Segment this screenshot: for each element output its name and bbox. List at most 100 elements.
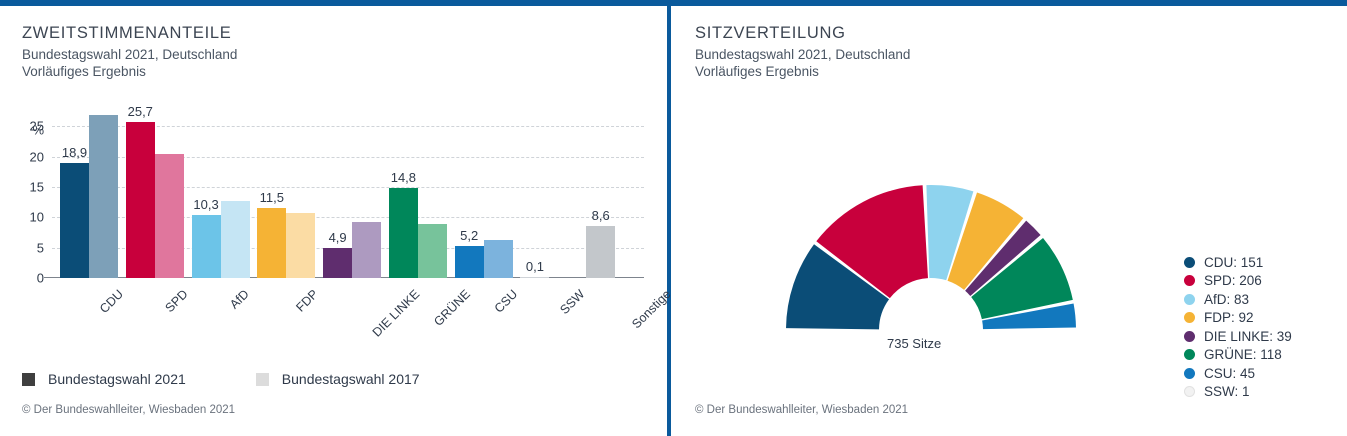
top-accent-bar: [0, 0, 1347, 6]
bar-2021[interactable]: [60, 163, 89, 278]
bar-2021[interactable]: [586, 225, 616, 278]
seat-segment[interactable]: [786, 244, 890, 330]
bar-2021[interactable]: [520, 277, 550, 278]
seat-legend-label: DIE LINKE: 39: [1204, 328, 1292, 344]
seat-legend-dot: [1184, 312, 1195, 324]
panel-zweitstimmenanteile: ZWEITSTIMMENANTEILE Bundestagswahl 2021,…: [0, 6, 674, 436]
y-axis-tick-label: 10: [29, 209, 44, 225]
seat-segment[interactable]: [965, 220, 1041, 296]
x-axis-category-label: DIE LINKE: [369, 287, 423, 340]
legend-label-2017: Bundestagswahl 2017: [281, 371, 420, 387]
seat-segment[interactable]: [926, 185, 974, 281]
x-axis-category-label: FDP: [293, 287, 322, 315]
bar-group[interactable]: 4,9 DIE LINKE: [323, 111, 422, 340]
bar-group[interactable]: 25,7 SPD: [125, 104, 190, 315]
bar-group[interactable]: 8,6 Sonstige: [586, 111, 674, 331]
x-axis-category-label: CSU: [491, 287, 520, 316]
seat-segment[interactable]: [947, 192, 1024, 290]
bar-group[interactable]: 10,3 AfD: [191, 111, 251, 312]
x-axis-category-label: GRÜNE: [431, 287, 473, 329]
legend-item-2017[interactable]: Bundestagswahl 2017: [255, 371, 420, 387]
x-axis-category-label: SSW: [557, 287, 588, 318]
panel-sitzverteilung: SITZVERTEILUNG Bundestagswahl 2021, Deut…: [671, 6, 1347, 436]
bar-value-label: 0,1: [525, 259, 544, 275]
right-subtitle-line-2: Vorläufiges Ergebnis: [695, 64, 819, 79]
bar-2017[interactable]: [483, 240, 513, 278]
seat-legend-dot: [1184, 367, 1195, 379]
bar-group[interactable]: 14,8 GRÜNE: [388, 111, 473, 329]
y-axis-tick-label: 0: [36, 270, 44, 286]
bar-2021[interactable]: [323, 248, 353, 278]
y-axis-tick-label: 20: [29, 149, 44, 165]
bar-value-label: 25,7: [127, 103, 153, 119]
bar-2017[interactable]: [154, 153, 184, 278]
seat-legend-row[interactable]: CDU: 151: [1184, 253, 1292, 272]
bar-2021[interactable]: [454, 246, 484, 278]
seat-legend-dot: [1184, 330, 1195, 342]
bar-2017[interactable]: [352, 222, 382, 278]
gridline: [52, 186, 644, 188]
bar-group[interactable]: 11,5 FDP: [257, 111, 321, 315]
left-panel-footer: © Der Bundeswahlleiter, Wiesbaden 2021: [22, 404, 236, 416]
right-header: SITZVERTEILUNG Bundestagswahl 2021, Deut…: [695, 24, 910, 80]
left-subtitle-line-1: Bundestagswahl 2021, Deutschland: [22, 47, 238, 62]
seat-legend-label: SSW: 1: [1204, 384, 1250, 400]
seat-legend-label: AfD: 83: [1204, 291, 1250, 307]
vote-share-bar-chart: 0 5 10 15 20 25% 18,9 CDU 25,7 SPD 10,3 AfD 11,5 FDP 4…: [0, 101, 674, 340]
total-seats-caption: 735 Sitze: [887, 336, 942, 351]
seat-legend-row[interactable]: SSW: 1: [1184, 383, 1292, 402]
seat-distribution-chart: [681, 92, 1181, 352]
seat-semicircle-svg: [786, 185, 1076, 330]
y-axis-tick-label: 15: [29, 179, 44, 195]
seat-legend-label: SPD: 206: [1204, 273, 1262, 289]
gridline: [52, 217, 644, 219]
seat-segment[interactable]: [971, 237, 1073, 320]
gridline: [52, 156, 644, 158]
seat-legend-row[interactable]: DIE LINKE: 39: [1184, 327, 1292, 346]
seat-segment[interactable]: [816, 185, 928, 299]
seat-legend-dot: [1184, 293, 1195, 305]
right-panel-subtitle: Bundestagswahl 2021, Deutschland Vorläuf…: [695, 46, 910, 80]
seat-legend-row[interactable]: AfD: 83: [1184, 290, 1292, 309]
seat-legend-label: CSU: 45: [1204, 365, 1256, 381]
gridline: [52, 247, 644, 249]
bar-value-label: 11,5: [259, 190, 284, 206]
right-panel-footer: © Der Bundeswahlleiter, Wiesbaden 2021: [695, 404, 909, 416]
seat-legend-row[interactable]: GRÜNE: 118: [1184, 346, 1292, 365]
y-axis-tick-label: 25: [29, 118, 44, 134]
bar-2017[interactable]: [286, 213, 316, 278]
bar-2021[interactable]: [257, 208, 287, 278]
bar-group[interactable]: 5,2 CSU: [454, 111, 520, 316]
seat-segment[interactable]: [982, 303, 1076, 330]
bar-2017[interactable]: [89, 115, 118, 278]
bar-value-label: 5,2: [460, 228, 479, 244]
bar-group[interactable]: 0,1 SSW: [520, 111, 588, 317]
bar-value-label: 18,9: [61, 145, 88, 161]
legend-swatch-2021: [22, 372, 35, 386]
bar-group[interactable]: 18,9 CDU: [60, 111, 126, 316]
x-axis-category-label: AfD: [226, 287, 252, 312]
seat-legend-row[interactable]: CSU: 45: [1184, 364, 1292, 383]
bar-value-label: 10,3: [193, 197, 219, 213]
bar-2021[interactable]: [125, 121, 155, 278]
legend-label-2021: Bundestagswahl 2021: [48, 371, 186, 387]
left-panel-subtitle: Bundestagswahl 2021, Deutschland Vorläuf…: [22, 46, 237, 80]
bar-2017[interactable]: [220, 201, 250, 278]
x-axis-category-label: SPD: [162, 287, 191, 316]
bar-value-label: 14,8: [390, 170, 417, 186]
legend-item-2021[interactable]: Bundestagswahl 2021: [22, 371, 186, 387]
seat-legend-label: CDU: 151: [1204, 254, 1264, 270]
x-axis-category-label: CDU: [96, 287, 126, 317]
seat-legend-dot: [1184, 275, 1195, 287]
seat-legend-label: GRÜNE: 118: [1204, 347, 1282, 363]
seat-legend-dot: [1184, 349, 1195, 361]
panel-divider: [667, 6, 671, 436]
bar-2021[interactable]: [191, 215, 221, 278]
seat-legend-row[interactable]: SPD: 206: [1184, 272, 1292, 291]
seat-legend-row[interactable]: FDP: 92: [1184, 309, 1292, 328]
series-legend: Bundestagswahl 2021 Bundestagswahl 2017: [22, 371, 490, 387]
y-axis-unit-label: %: [32, 122, 44, 138]
bar-2017[interactable]: [417, 223, 447, 278]
bar-2021[interactable]: [388, 188, 418, 278]
